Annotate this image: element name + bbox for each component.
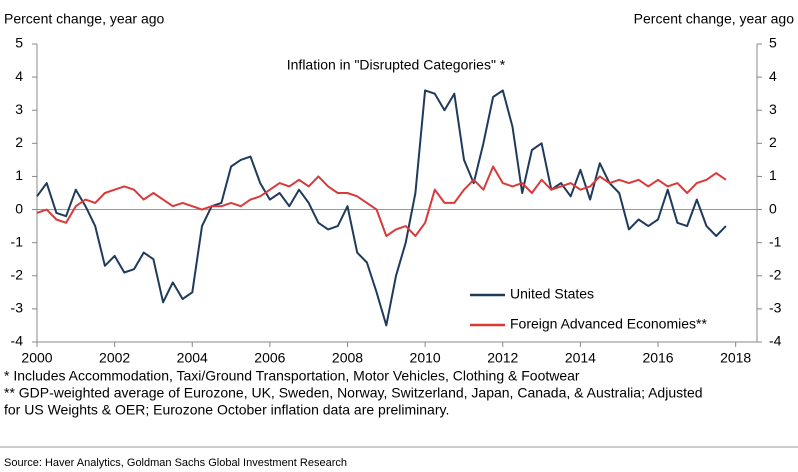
x-tick-label: 2018: [720, 350, 751, 366]
y-axis-title: Percent change, year ago: [4, 11, 165, 27]
x-tick-label: 2000: [21, 350, 52, 366]
legend-label: Foreign Advanced Economies**: [510, 316, 707, 332]
x-tick-label: 2006: [254, 350, 285, 366]
source: Source: Haver Analytics, Goldman Sachs G…: [4, 457, 347, 469]
y-tick-label: -2: [11, 266, 24, 282]
y2-axis-title: Percent change, year ago: [634, 11, 795, 27]
y-tick-label: 2: [15, 134, 23, 150]
y2-tick-label: 3: [769, 101, 777, 117]
y2-tick-label: -4: [769, 333, 782, 349]
x-tick-label: 2008: [332, 350, 363, 366]
y2-tick-label: 5: [769, 35, 777, 51]
x-tick-label: 2012: [487, 350, 518, 366]
footnote: for US Weights & OER; Eurozone October i…: [4, 402, 449, 418]
y2-tick-label: -2: [769, 266, 782, 282]
y2-tick-label: 4: [769, 68, 777, 84]
y2-tick-label: 2: [769, 134, 777, 150]
y2-tick-label: 0: [769, 200, 777, 216]
y-tick-label: 3: [15, 101, 23, 117]
y-tick-label: 4: [15, 68, 23, 84]
x-tick-label: 2016: [642, 350, 673, 366]
y2-tick-label: -3: [769, 300, 782, 316]
x-tick-label: 2002: [99, 350, 130, 366]
footnote: ** GDP-weighted average of Eurozone, UK,…: [4, 385, 703, 401]
x-tick-label: 2004: [177, 350, 208, 366]
x-tick-label: 2014: [565, 350, 596, 366]
y-tick-label: -3: [11, 300, 24, 316]
series-line: [36, 165, 727, 237]
y-tick-label: 5: [15, 35, 23, 51]
y-tick-label: -1: [11, 233, 24, 249]
series-line: [36, 89, 727, 327]
chart-title: Inflation in "Disrupted Categories" *: [287, 57, 506, 73]
y2-tick-label: -1: [769, 233, 782, 249]
y-tick-label: 1: [15, 167, 23, 183]
x-tick-label: 2010: [410, 350, 441, 366]
y-tick-label: 0: [15, 200, 23, 216]
y2-tick-label: 1: [769, 167, 777, 183]
legend-label: United States: [510, 286, 594, 302]
y-tick-label: -4: [11, 333, 24, 349]
footnote: * Includes Accommodation, Taxi/Ground Tr…: [4, 368, 580, 384]
